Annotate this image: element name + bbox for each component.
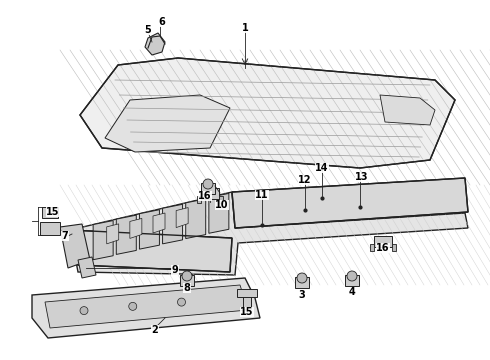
Text: 15: 15 (240, 307, 254, 317)
Polygon shape (345, 275, 359, 286)
Polygon shape (197, 196, 201, 203)
Circle shape (203, 179, 213, 189)
Polygon shape (219, 196, 223, 203)
Circle shape (129, 302, 137, 310)
Text: 3: 3 (298, 290, 305, 300)
Polygon shape (80, 58, 455, 168)
Polygon shape (105, 95, 230, 152)
Circle shape (177, 298, 186, 306)
Text: 8: 8 (184, 283, 191, 293)
Polygon shape (295, 277, 309, 288)
Polygon shape (60, 224, 90, 268)
Text: 16: 16 (198, 191, 212, 201)
Polygon shape (32, 278, 260, 338)
Text: 14: 14 (315, 163, 329, 173)
Polygon shape (70, 192, 468, 275)
Circle shape (347, 271, 357, 281)
Polygon shape (70, 230, 232, 272)
Text: 16: 16 (376, 243, 390, 253)
Polygon shape (153, 213, 165, 233)
Text: 2: 2 (151, 325, 158, 335)
Polygon shape (107, 224, 119, 244)
Text: 1: 1 (242, 23, 248, 33)
Polygon shape (374, 236, 392, 247)
Circle shape (297, 273, 307, 283)
Polygon shape (180, 275, 194, 286)
Polygon shape (163, 204, 183, 244)
Text: 15: 15 (46, 207, 60, 217)
Polygon shape (209, 193, 229, 233)
Polygon shape (237, 289, 257, 297)
Text: 12: 12 (298, 175, 312, 185)
Polygon shape (370, 244, 374, 251)
Text: 11: 11 (255, 190, 269, 200)
Polygon shape (201, 183, 215, 194)
Circle shape (182, 271, 192, 281)
Text: 6: 6 (159, 17, 166, 27)
Polygon shape (42, 207, 58, 218)
Polygon shape (380, 95, 435, 125)
Text: 13: 13 (355, 172, 369, 182)
Text: 10: 10 (215, 200, 229, 210)
Polygon shape (232, 178, 468, 228)
Polygon shape (201, 188, 219, 199)
Polygon shape (78, 257, 96, 278)
Polygon shape (40, 222, 60, 235)
Polygon shape (186, 199, 206, 239)
Text: 9: 9 (172, 265, 178, 275)
Polygon shape (176, 208, 188, 228)
Polygon shape (45, 285, 248, 328)
Polygon shape (145, 33, 165, 55)
Polygon shape (130, 219, 142, 238)
Text: 4: 4 (348, 287, 355, 297)
Text: 7: 7 (62, 231, 69, 241)
Polygon shape (93, 221, 113, 260)
Text: 5: 5 (145, 25, 151, 35)
Polygon shape (140, 210, 159, 249)
Polygon shape (116, 215, 136, 255)
Polygon shape (392, 244, 396, 251)
Circle shape (80, 307, 88, 315)
Polygon shape (243, 295, 251, 309)
